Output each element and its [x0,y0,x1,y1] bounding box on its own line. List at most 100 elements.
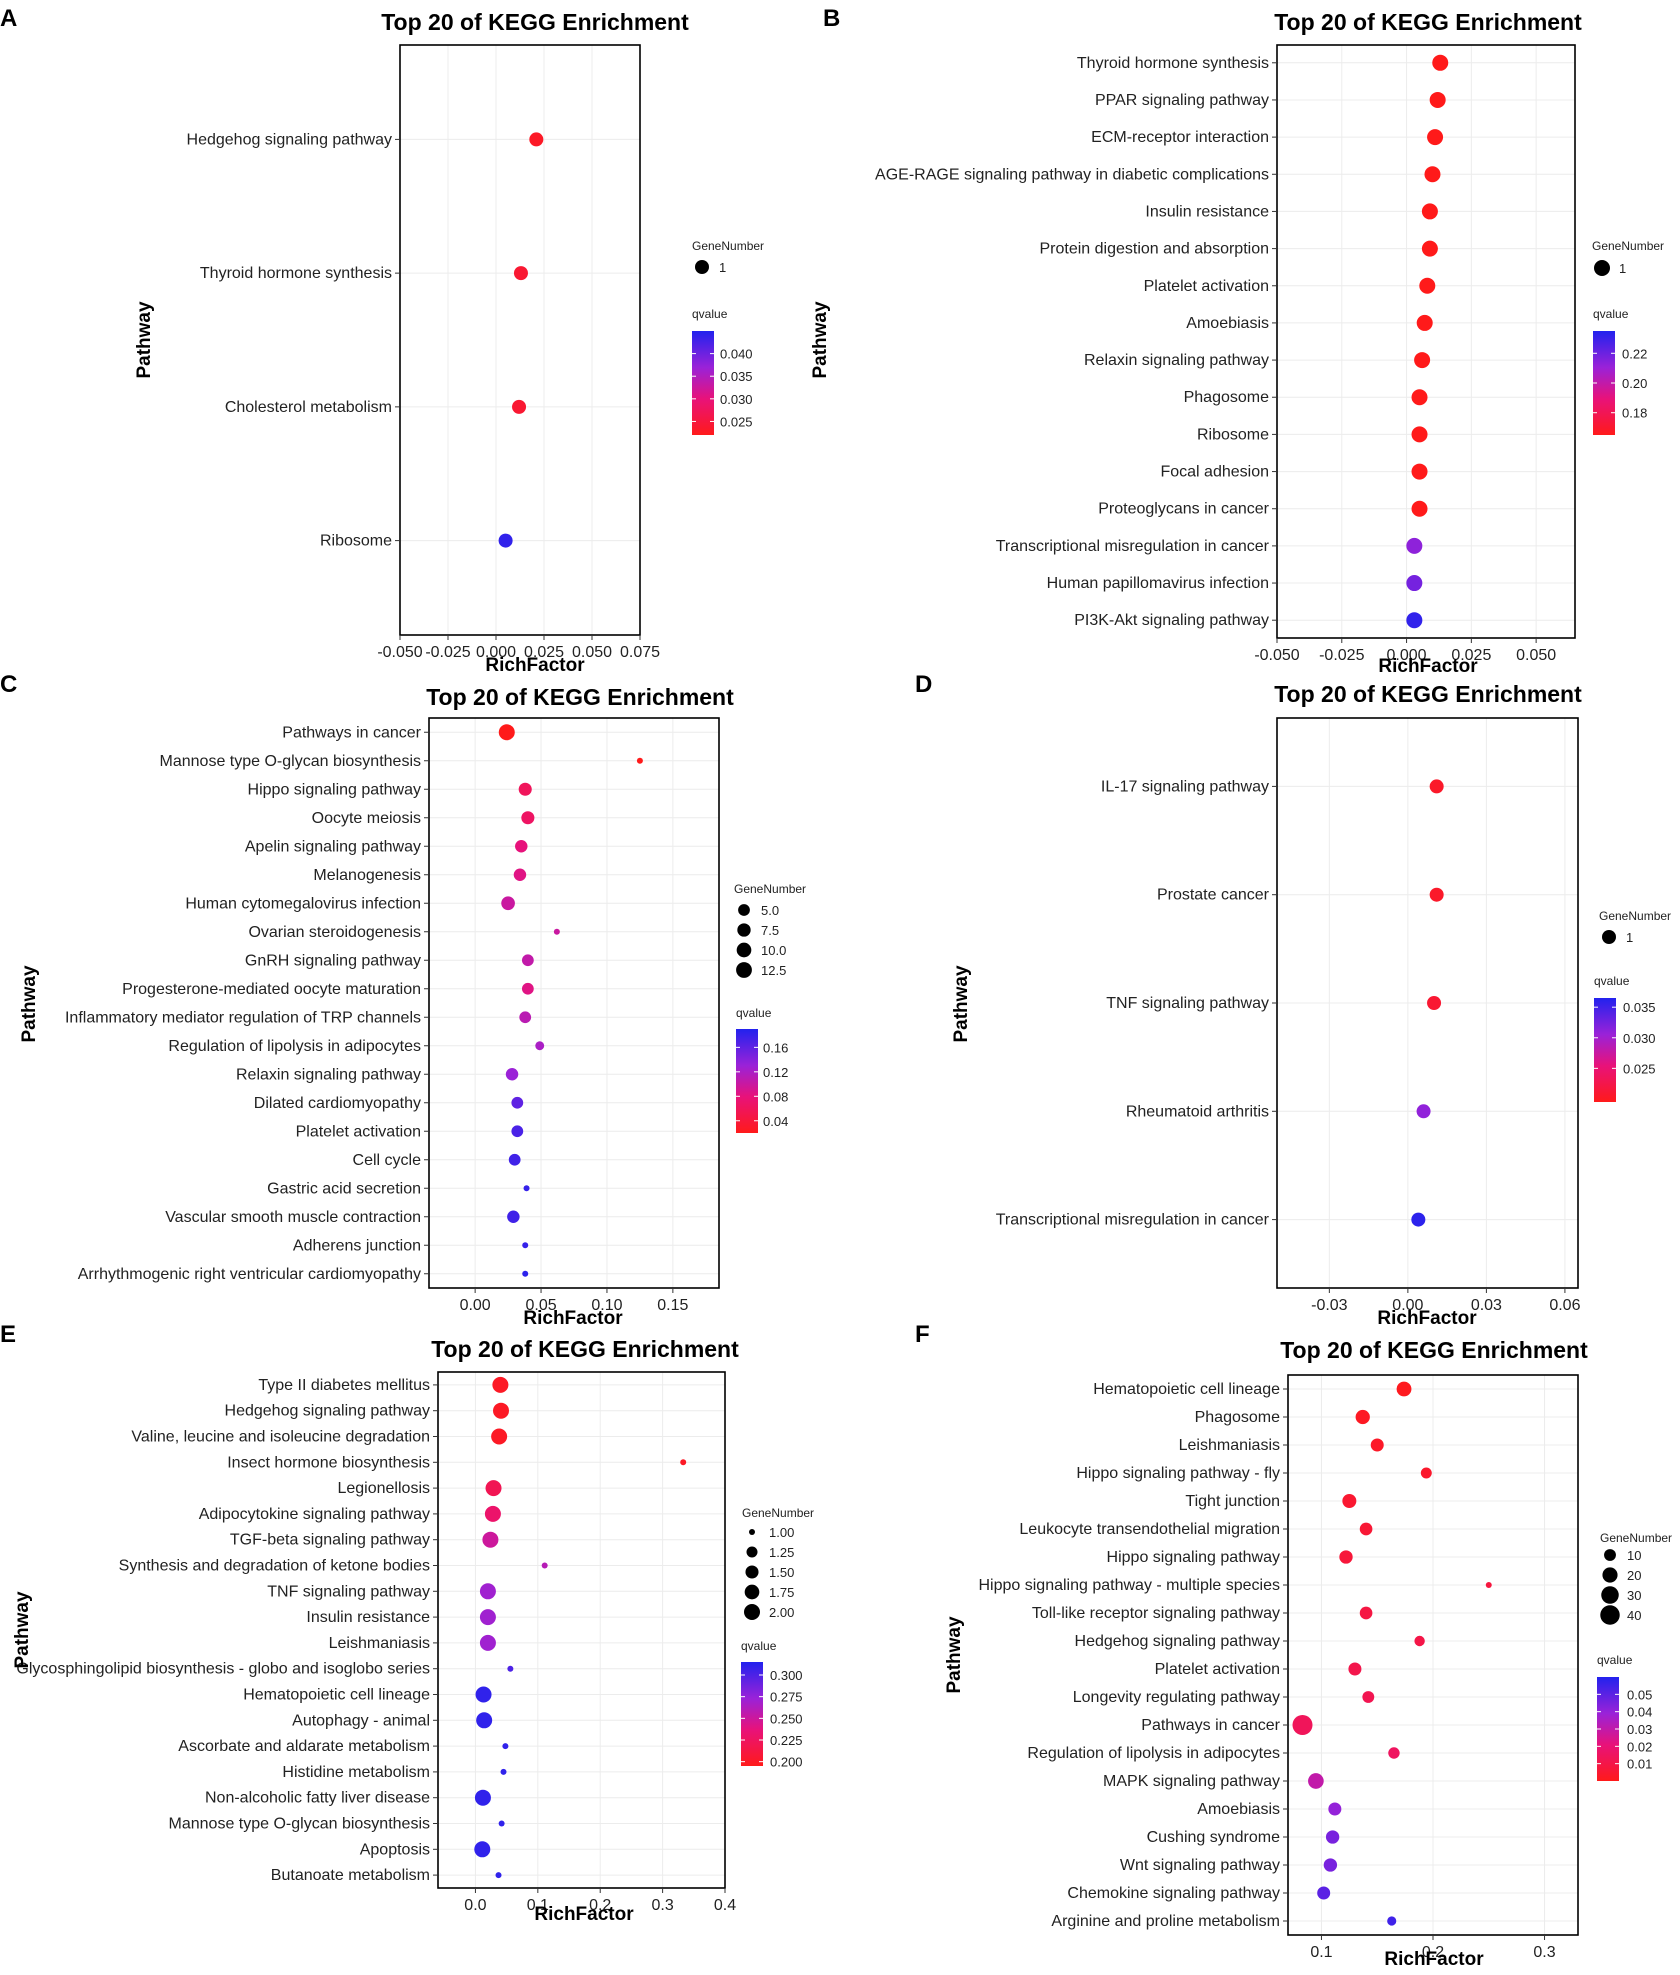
data-point [522,1270,529,1277]
size-legend-label: 12.5 [761,963,786,978]
size-legend-key [1602,1567,1618,1583]
pathway-label: Rheumatoid arthritis [1126,1103,1269,1120]
pathway-label: Ribosome [1197,426,1269,443]
size-legend-key [695,260,709,274]
data-point [491,1428,508,1445]
data-point [680,1459,687,1466]
x-tick-label: 0.03 [1471,1297,1502,1314]
pathway-label: Dilated cardiomyopathy [254,1095,421,1112]
pathway-label: Transcriptional misregulation in cancer [996,1212,1270,1229]
pathway-label: Mannose type O-glycan biosynthesis [160,753,421,770]
plot-panel [399,44,641,636]
pathway-label: Regulation of lipolysis in adipocytes [1027,1745,1280,1762]
pathway-label: Phagosome [1195,1409,1280,1426]
data-point [515,840,528,853]
data-point [1411,389,1428,406]
pathway-label: Type II diabetes mellitus [258,1377,430,1394]
data-point [511,1096,524,1109]
x-axis-title: RichFactor [1377,1308,1477,1329]
data-point [1429,779,1444,794]
data-point [529,132,544,147]
pathway-label: Relaxin signaling pathway [236,1066,421,1083]
pathway-label: Mannose type O-glycan biosynthesis [169,1816,430,1833]
data-point [535,1041,545,1051]
color-legend-label: 0.030 [1623,1031,1656,1046]
size-legend-label: 1.25 [769,1545,794,1560]
data-point [513,868,527,881]
color-legend-label: 0.035 [1623,1000,1656,1015]
pathway-label: Synthesis and degradation of ketone bodi… [119,1558,430,1575]
size-legend-label: 1 [1626,930,1633,945]
color-legend-label: 0.025 [720,414,753,429]
pathway-label: Vascular smooth muscle contraction [165,1209,421,1226]
pathway-label: Amoebiasis [1186,315,1269,332]
pathway-label: Insect hormone biosynthesis [227,1454,430,1471]
color-legend-label: 0.12 [763,1065,788,1080]
size-legend-key [746,1546,758,1558]
size-legend-title: GeneNumber [734,882,806,896]
size-legend-label: 20 [1627,1568,1641,1583]
color-legend-label: 0.08 [763,1089,788,1104]
data-point [1292,1715,1313,1735]
data-point [523,1185,530,1192]
data-point [1414,352,1431,369]
pathway-label: Inflammatory mediator regulation of TRP … [65,1009,421,1026]
pathway-label: Hematopoietic cell lineage [1093,1381,1280,1398]
pathway-label: Leishmaniasis [329,1635,430,1652]
x-tick-label: 0.025 [524,644,564,661]
x-tick-label: 0.00 [1392,1297,1423,1314]
x-tick-label: 0.10 [591,1297,622,1314]
data-point [474,1841,491,1858]
size-legend-key [745,1565,759,1579]
data-point [553,928,560,935]
size-legend-key [749,1529,755,1535]
color-legend-title: qvalue [692,307,728,321]
size-legend-key [738,904,750,916]
pathway-label: Autophagy - animal [292,1712,430,1729]
x-tick-label: 0.00 [460,1297,491,1314]
plot-panel [1276,44,1576,639]
size-legend-key [736,942,752,958]
pathway-label: Platelet activation [1155,1661,1280,1678]
data-point [1396,1381,1412,1397]
data-point [518,782,532,796]
x-tick-label: 0.000 [1387,647,1427,664]
data-point [1421,240,1438,257]
data-point [1406,575,1423,592]
x-tick-label: 0.3 [651,1897,673,1914]
data-point [1411,426,1428,443]
pathway-label: Hedgehog signaling pathway [1075,1633,1280,1650]
pathway-label: PPAR signaling pathway [1095,92,1269,109]
pathway-label: Platelet activation [1144,278,1269,295]
data-point [1370,1438,1384,1452]
data-point [1411,1212,1426,1227]
pathway-label: Thyroid hormone synthesis [1077,55,1269,72]
data-point [1308,1773,1324,1789]
size-legend-label: 1 [719,260,726,275]
size-legend-label: 5.0 [761,903,779,918]
pathway-label: Butanoate metabolism [271,1867,430,1884]
data-point [1421,203,1438,220]
size-legend-label: 1.75 [769,1585,794,1600]
size-legend-key [737,923,751,937]
chart-title: Top 20 of KEGG Enrichment [1280,1337,1588,1363]
chart-title: Top 20 of KEGG Enrichment [431,1336,739,1362]
color-legend-label: 0.300 [770,1668,803,1683]
data-point [482,1531,499,1548]
data-point [1325,1830,1340,1844]
pathway-label: Arrhythmogenic right ventricular cardiom… [78,1266,421,1283]
data-point [498,724,515,741]
data-point [479,1609,496,1626]
color-legend-bar [1593,331,1615,435]
pathway-label: Regulation of lipolysis in adipocytes [168,1038,421,1055]
x-axis-title: RichFactor [1384,1949,1484,1970]
color-legend-label: 0.22 [1622,346,1647,361]
pathway-label: PI3K-Akt signaling pathway [1074,612,1269,629]
data-point [474,1789,491,1806]
chart-title: Top 20 of KEGG Enrichment [1274,9,1582,35]
pathway-label: GnRH signaling pathway [245,952,421,969]
color-legend-label: 0.200 [770,1755,803,1770]
x-axis-title: RichFactor [523,1308,623,1329]
data-point [521,954,534,967]
